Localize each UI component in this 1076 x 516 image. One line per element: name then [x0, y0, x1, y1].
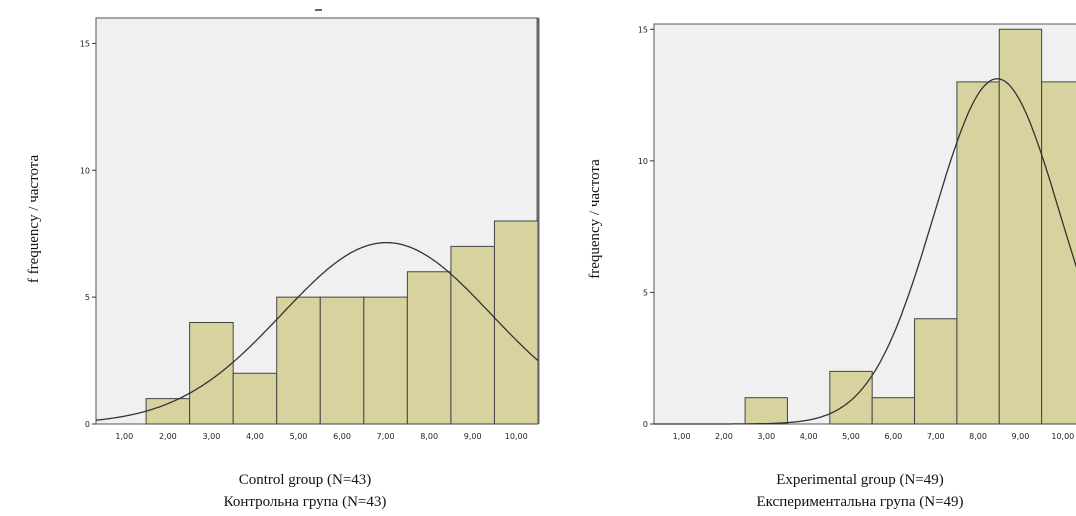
y-tick-label: 10: [80, 166, 90, 175]
x-tick-label: 1,00: [673, 432, 691, 441]
x-tick-label: 4,00: [246, 432, 264, 441]
histogram-2: 0 5 10 15 1,00 2,00 3,00 4,00 5,00 6,00 7,00 8,00 9,…: [587, 23, 1076, 510]
x-tick-label: 5,00: [290, 432, 308, 441]
histogram-bar: [914, 318, 958, 425]
y-tick-label: 10: [638, 157, 648, 166]
histogram-bar: [956, 81, 1000, 425]
histogram-bar: [319, 296, 365, 425]
x-tick-label: 3,00: [202, 432, 220, 441]
histogram-bar: [363, 296, 408, 425]
x-tick-label: 7,00: [377, 432, 395, 441]
x-tick-label: 6,00: [884, 432, 902, 441]
histogram-bar: [493, 220, 538, 425]
x-tick-label: 6,00: [333, 432, 351, 441]
histogram-bar: [406, 271, 452, 425]
y-axis-label: frequency / частота: [587, 159, 603, 279]
y-tick-label: 15: [638, 25, 648, 34]
normal-curve: [96, 241, 538, 421]
histogram-1: 0 5 10 15 1,00 2,00 3,00 4,00 5,00 6,00 7,00 8,00 9,…: [26, 9, 540, 510]
histogram-bar: [829, 370, 873, 425]
histogram-bar: [450, 245, 495, 425]
plot-content: [96, 220, 538, 425]
caption-line-2: Контрольна група (N=43): [224, 494, 387, 510]
x-tick-label: 2,00: [159, 432, 177, 441]
x-tick-label: 4,00: [800, 432, 818, 441]
histogram-bar: [232, 372, 278, 425]
normal-curve: [654, 78, 1076, 425]
x-tick-label: 2,00: [715, 432, 733, 441]
x-tick-label: 9,00: [1012, 432, 1030, 441]
x-tick-label: 7,00: [927, 432, 945, 441]
histogram-bar: [998, 28, 1043, 425]
histogram-bar: [189, 322, 234, 425]
x-tick-label: 10,00: [505, 432, 528, 441]
x-tick-label: 8,00: [969, 432, 987, 441]
histogram-bar: [145, 398, 191, 425]
histogram-bar: [276, 296, 321, 425]
x-tick-label: 9,00: [464, 432, 482, 441]
caption-line-1: Experimental group (N=49): [776, 472, 944, 488]
x-tick-label: 8,00: [420, 432, 438, 441]
x-tick-label: 5,00: [842, 432, 860, 441]
x-tick-label: 10,00: [1051, 432, 1074, 441]
histogram-bar: [744, 397, 788, 425]
plot-content: [654, 28, 1076, 425]
y-axis-label: f frequency / частота: [26, 155, 42, 284]
caption-line-1: Control group (N=43): [239, 472, 372, 488]
y-tick-label: 5: [643, 288, 648, 297]
x-tick-label: 3,00: [757, 432, 775, 441]
x-tick-label: 1,00: [115, 432, 133, 441]
histogram-bar: [1041, 81, 1076, 425]
y-tick-label: 0: [643, 420, 648, 429]
y-tick-label: 5: [85, 293, 90, 302]
histogram-bar: [871, 397, 916, 425]
y-tick-label: 0: [85, 420, 90, 429]
y-tick-label: 15: [80, 39, 90, 48]
caption-line-2: Експериментальна група (N=49): [756, 494, 963, 510]
